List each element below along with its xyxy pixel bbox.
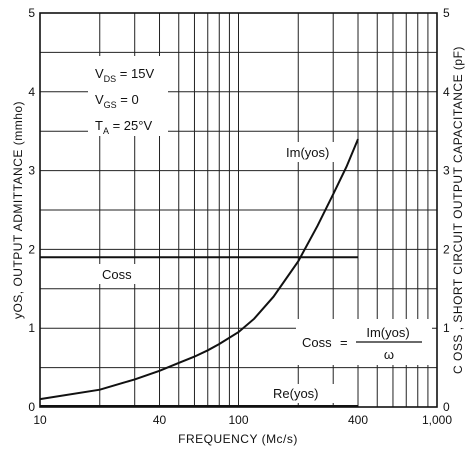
label-coss: Coss [102, 267, 132, 282]
y2-tick-label: 0 [443, 400, 450, 414]
x-tick-label: 400 [348, 413, 368, 427]
y-tick-label: 4 [28, 85, 35, 99]
y-axis-title: yOS, OUTPUT ADMITTANCE (mmho) [11, 101, 25, 319]
y2-tick-label: 1 [443, 321, 450, 335]
y2-tick-labels: 0 1 2 3 4 5 [443, 6, 450, 414]
y2-tick-label: 5 [443, 6, 450, 20]
condition-vgs: VGS = 0 [95, 92, 139, 110]
x-tick-label: 10 [33, 413, 47, 427]
x-tick-label: 40 [153, 413, 167, 427]
y2-tick-label: 3 [443, 164, 450, 178]
x-axis-title: FREQUENCY (Mc/s) [178, 432, 298, 446]
label-re-yos: Re(yos) [273, 386, 319, 401]
y-tick-label: 5 [28, 6, 35, 20]
formula-denominator: ω [384, 347, 394, 362]
y-tick-label: 1 [28, 321, 35, 335]
curves-layer [39, 138, 359, 407]
y-tick-labels: 0 1 2 3 4 5 [28, 6, 35, 414]
y2-tick-label: 4 [443, 85, 450, 99]
x-tick-labels: 10 40 100 400 1,000 [33, 413, 452, 427]
y-tick-label: 0 [28, 400, 35, 414]
y2-axis-title: C OSS , SHORT CIRCUIT OUTPUT CAPACITANCE… [451, 46, 465, 374]
series-im-yos-line [39, 138, 359, 401]
y-tick-label: 2 [28, 242, 35, 256]
condition-vds: VDS = 15V [95, 66, 154, 84]
x-tick-label: 100 [228, 413, 248, 427]
formula-lhs: Coss [302, 335, 332, 350]
formula-numerator: Im(yos) [366, 325, 409, 340]
label-im-yos: Im(yos) [286, 145, 329, 160]
y2-tick-label: 2 [443, 242, 450, 256]
x-tick-label: 1,000 [422, 413, 452, 427]
conditions-block: VDS = 15V VGS = 0 TA = 25°V [88, 56, 168, 136]
coss-formula: Coss = Im(yos) ω [296, 319, 432, 365]
formula-equals: = [340, 335, 348, 350]
y-tick-label: 3 [28, 164, 35, 178]
condition-ta: TA = 25°V [95, 118, 152, 136]
